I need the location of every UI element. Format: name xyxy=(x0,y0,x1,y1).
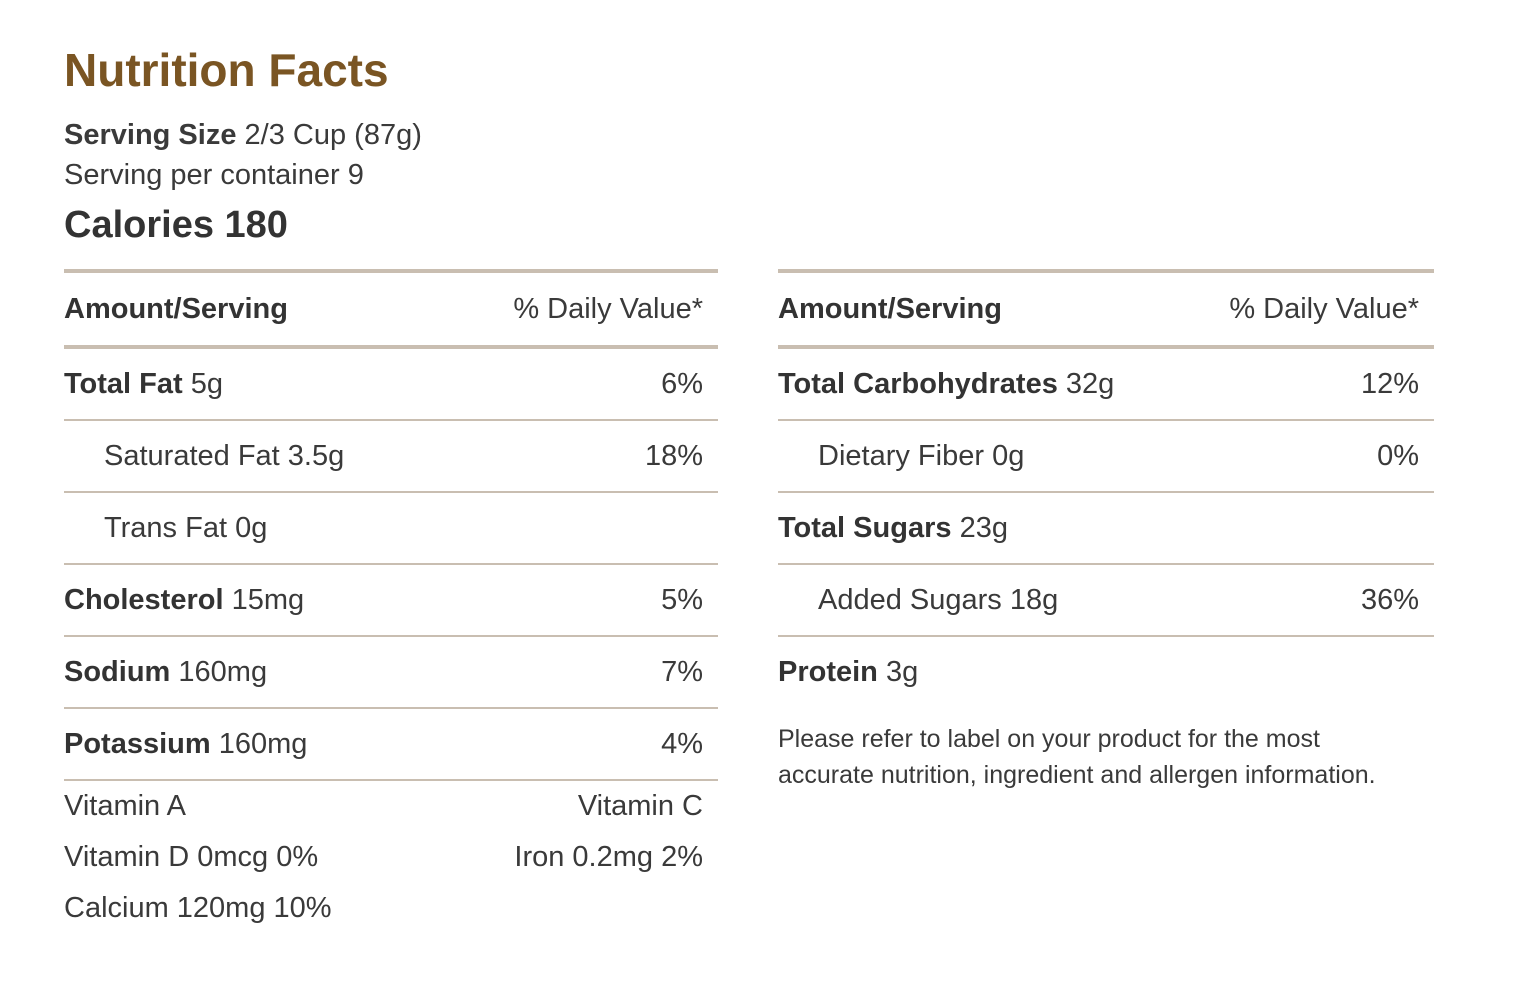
nutrient-dv: 7% xyxy=(661,655,703,688)
table-row: Saturated Fat 3.5g 18% xyxy=(64,421,718,493)
nutrient-label: Cholesterol 15mg xyxy=(64,583,305,616)
nutrient-table-left: Amount/Serving % Daily Value* Total Fat … xyxy=(64,269,718,934)
vitamin-left: Vitamin D 0mcg 0% xyxy=(64,841,319,873)
nutrient-dv: 0% xyxy=(1377,439,1419,472)
vitamin-right: Iron 0.2mg 2% xyxy=(514,841,703,873)
nutrient-label: Potassium 160mg xyxy=(64,727,308,760)
vitamin-left: Calcium 120mg 10% xyxy=(64,892,332,924)
nutrient-dv: 4% xyxy=(661,727,703,760)
nutrient-dv: 12% xyxy=(1360,367,1419,400)
table-row: Added Sugars 18g 36% xyxy=(778,565,1434,637)
table-header: Amount/Serving % Daily Value* xyxy=(64,273,718,349)
vitamin-row: Vitamin D 0mcg 0% Iron 0.2mg 2% xyxy=(64,832,718,883)
daily-value-header: % Daily Value* xyxy=(513,292,703,325)
table-row: Total Sugars 23g xyxy=(778,493,1434,565)
table-row: Protein 3g xyxy=(778,637,1434,707)
servings-per-container: Serving per container 9 xyxy=(64,159,364,191)
table-row: Dietary Fiber 0g 0% xyxy=(778,421,1434,493)
table-header: Amount/Serving % Daily Value* xyxy=(778,273,1434,349)
table-row: Sodium 160mg 7% xyxy=(64,637,718,709)
serving-size-value: 2/3 Cup (87g) xyxy=(244,119,422,151)
vitamin-left: Vitamin A xyxy=(64,790,186,822)
table-row: Cholesterol 15mg 5% xyxy=(64,565,718,637)
table-row: Total Fat 5g 6% xyxy=(64,349,718,421)
nutrient-label: Dietary Fiber 0g xyxy=(818,439,1025,472)
nutrient-label: Added Sugars 18g xyxy=(818,583,1059,616)
nutrient-label: Total Sugars 23g xyxy=(778,511,1008,544)
vitamin-right: Vitamin C xyxy=(577,790,703,822)
nutrient-label: Sodium 160mg xyxy=(64,655,268,688)
amount-serving-header: Amount/Serving xyxy=(778,292,1002,325)
calories: Calories 180 xyxy=(64,204,288,246)
daily-value-header: % Daily Value* xyxy=(1229,292,1419,325)
nutrient-table-right: Amount/Serving % Daily Value* Total Carb… xyxy=(778,269,1434,793)
nutrient-dv: 5% xyxy=(661,583,703,616)
vitamin-row: Calcium 120mg 10% xyxy=(64,883,718,934)
disclaimer-text: Please refer to label on your product fo… xyxy=(778,725,1376,789)
divider xyxy=(778,269,1434,273)
nutrient-label: Protein 3g xyxy=(778,655,919,688)
nutrient-dv: 18% xyxy=(644,439,703,472)
amount-serving-header: Amount/Serving xyxy=(64,292,288,325)
nutrient-dv: 36% xyxy=(1360,583,1419,616)
serving-size: Serving Size 2/3 Cup (87g) xyxy=(64,115,422,155)
table-row: Total Carbohydrates 32g 12% xyxy=(778,349,1434,421)
nutrient-label: Saturated Fat 3.5g xyxy=(104,439,345,472)
nutrient-label: Total Fat 5g xyxy=(64,367,224,400)
table-row: Trans Fat 0g xyxy=(64,493,718,565)
divider xyxy=(64,269,718,273)
table-row: Potassium 160mg 4% xyxy=(64,709,718,781)
vitamin-row: Vitamin A Vitamin C xyxy=(64,781,718,832)
serving-size-label: Serving Size xyxy=(64,119,237,151)
nutrient-dv: 6% xyxy=(661,367,703,400)
nutrient-label: Total Carbohydrates 32g xyxy=(778,367,1115,400)
page-title: Nutrition Facts xyxy=(64,44,389,96)
nutrient-label: Trans Fat 0g xyxy=(104,511,268,544)
